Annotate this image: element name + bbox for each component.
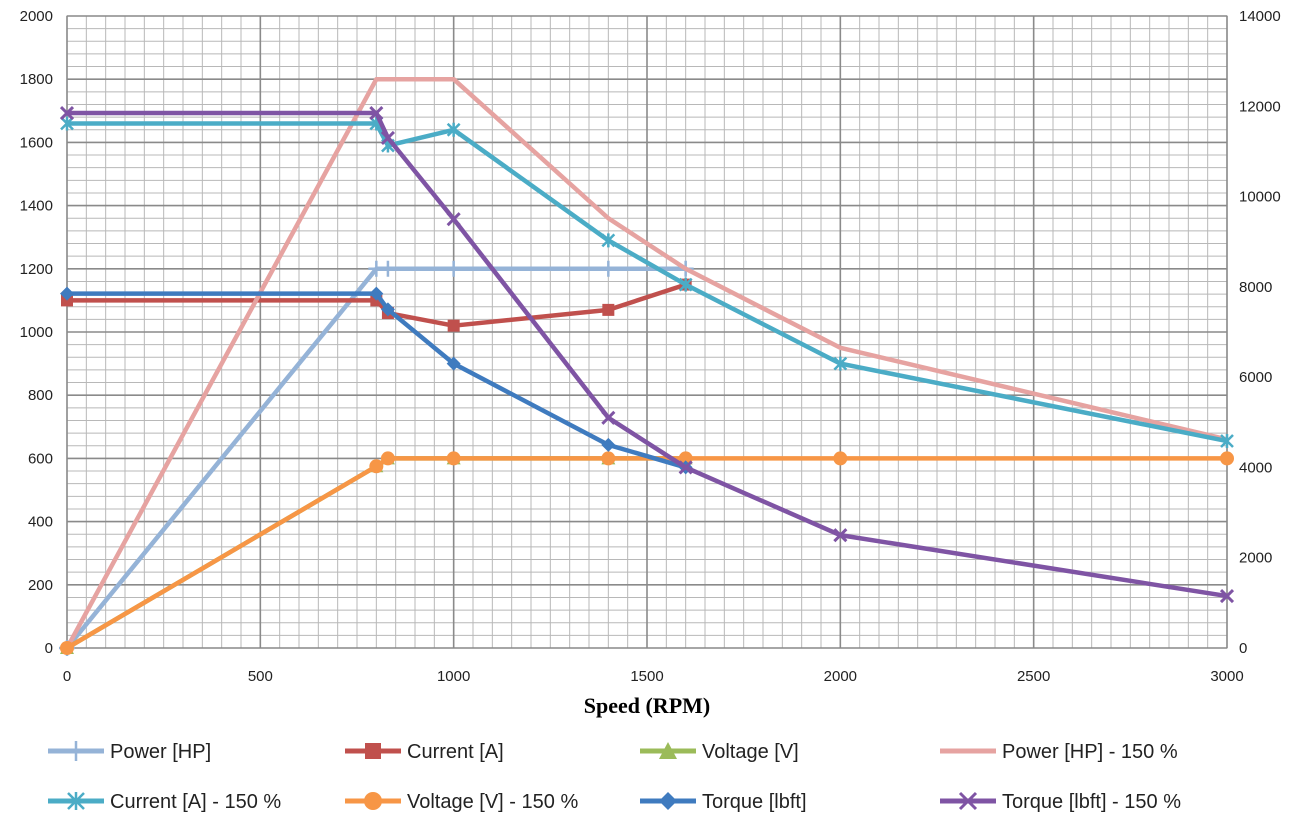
legend-label: Power [HP] - 150 % (1002, 741, 1178, 763)
legend-marker (66, 741, 86, 761)
data-point (602, 303, 615, 316)
y2-tick-label: 12000 (1239, 98, 1281, 115)
y2-tick-label: 8000 (1239, 279, 1272, 296)
legend-marker (364, 792, 382, 810)
data-point (601, 437, 616, 452)
y-tick-label: 1400 (20, 198, 53, 215)
y-tick-label: 1600 (20, 134, 53, 151)
data-point (369, 286, 384, 301)
legend-item: Voltage [V] - 150 % (345, 791, 578, 813)
data-point (1219, 589, 1235, 604)
data-point (380, 130, 395, 145)
series-voltage-v-150 (60, 451, 1234, 655)
y2-tick-label: 14000 (1239, 8, 1281, 25)
legend: Power [HP] Current [A] Voltage [V] Power [H… (48, 741, 1181, 813)
y2-tick-label: 10000 (1239, 189, 1281, 206)
data-point (446, 212, 461, 227)
series-current-a-150 (60, 116, 1234, 449)
y-tick-label: 0 (45, 640, 53, 657)
data-point (833, 528, 848, 543)
y2-tick-label: 4000 (1239, 459, 1272, 476)
y-tick-label: 1000 (20, 324, 53, 341)
y-tick-label: 400 (28, 514, 53, 531)
data-point (446, 451, 461, 466)
data-point (447, 319, 460, 332)
legend-label: Voltage [V] (702, 741, 799, 763)
data-point (446, 356, 461, 371)
y-tick-label: 600 (28, 450, 53, 467)
legend-label: Torque [lbft] - 150 % (1002, 791, 1181, 813)
data-point (60, 286, 74, 301)
series-layer (59, 76, 1235, 656)
data-point (833, 356, 848, 371)
legend-marker (958, 791, 978, 811)
y2-tick-label: 0 (1239, 640, 1247, 657)
legend-item: Power [HP] - 150 % (940, 741, 1178, 763)
legend-marker (659, 742, 677, 759)
x-tick-label: 2000 (824, 668, 857, 685)
x-tick-label: 2500 (1017, 668, 1050, 685)
y-tick-label: 800 (28, 387, 53, 404)
legend-label: Current [A] (407, 741, 504, 763)
legend-label: Voltage [V] - 150 % (407, 791, 578, 813)
legend-item: Voltage [V] (640, 741, 799, 763)
data-point (601, 451, 616, 466)
plot-area-border (66, 15, 1228, 649)
series-line (65, 76, 1228, 650)
legend-item: Torque [lbft] (640, 791, 807, 813)
right-axis-tick-labels: 0 2000 4000 6000 8000 10000 12000 14000 (1239, 8, 1281, 657)
legend-label: Power [HP] (110, 741, 211, 763)
y-tick-label: 2000 (20, 8, 53, 25)
series-line (67, 110, 1228, 599)
data-point (379, 260, 396, 277)
y-tick-label: 200 (28, 577, 53, 594)
data-point (601, 410, 616, 425)
left-axis-tick-labels: 0 200 400 600 800 1000 1200 1400 1600 1800 2000 (20, 8, 53, 657)
x-tick-label: 0 (63, 668, 71, 685)
series-power-hp-150 (65, 76, 1228, 650)
data-point (1220, 451, 1234, 466)
legend-marker (659, 792, 677, 810)
data-point (59, 105, 75, 121)
data-point (1220, 434, 1234, 449)
data-point (678, 277, 693, 292)
x-tick-label: 3000 (1210, 668, 1243, 685)
legend-item: Current [A] (345, 741, 504, 763)
y2-tick-label: 2000 (1239, 550, 1272, 567)
series-torque-lbft-150 (59, 105, 1235, 604)
data-point (446, 122, 461, 137)
y2-tick-label: 6000 (1239, 369, 1272, 386)
legend-item: Power [HP] (48, 741, 211, 763)
x-tick-label: 1500 (630, 668, 663, 685)
data-point (380, 302, 395, 317)
legend-marker (365, 743, 381, 759)
data-point (369, 105, 384, 121)
legend-label: Torque [lbft] (702, 791, 807, 813)
data-point (445, 260, 462, 277)
legend-item: Torque [lbft] - 150 % (940, 791, 1181, 813)
data-point (369, 459, 384, 474)
x-axis-title: Speed (RPM) (584, 693, 710, 718)
data-point (60, 116, 74, 131)
series-line (65, 266, 686, 650)
x-tick-label: 500 (248, 668, 273, 685)
x-tick-label: 1000 (437, 668, 470, 685)
legend-item: Current [A] - 150 % (48, 791, 281, 813)
series-torque-lbft (60, 286, 693, 475)
legend-marker (67, 792, 85, 810)
legend-label: Current [A] - 150 % (110, 791, 281, 813)
data-point (678, 460, 693, 475)
y-tick-label: 1800 (20, 71, 53, 88)
data-point (60, 641, 74, 655)
data-point (380, 451, 395, 466)
data-point (600, 260, 617, 277)
y-tick-label: 1200 (20, 261, 53, 278)
data-point (833, 451, 848, 466)
series-line (67, 291, 687, 470)
series-line (67, 282, 687, 328)
x-axis-tick-labels: 0 500 1000 1500 2000 2500 3000 (63, 668, 1244, 685)
data-point (601, 233, 616, 248)
